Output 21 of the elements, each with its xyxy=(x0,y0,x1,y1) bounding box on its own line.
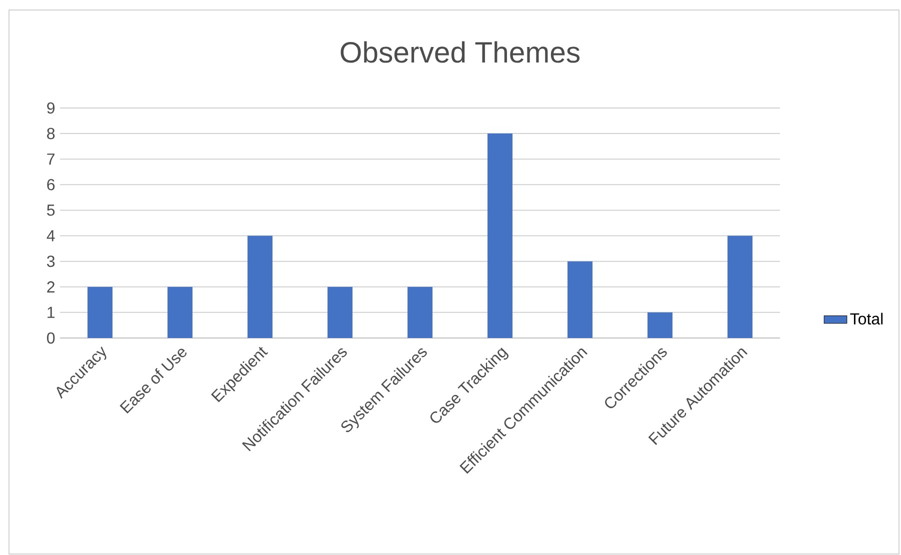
bar xyxy=(727,236,752,338)
y-tick-label: 3 xyxy=(47,256,55,267)
chart-title: Observed Themes xyxy=(340,41,580,63)
y-tick-label: 4 xyxy=(46,230,55,242)
bar xyxy=(567,261,592,338)
y-tick-label: 1 xyxy=(48,306,55,318)
y-tick-label: 8 xyxy=(47,128,55,140)
bar xyxy=(168,286,192,338)
bar xyxy=(487,134,512,338)
bar xyxy=(328,286,352,338)
bar xyxy=(88,286,112,338)
y-tick-label: 0 xyxy=(47,332,55,344)
legend-label: Total xyxy=(850,312,883,325)
bar xyxy=(408,286,432,338)
y-tick-label: 7 xyxy=(47,154,54,165)
y-tick-label: 5 xyxy=(47,204,55,216)
y-tick-label: 2 xyxy=(47,281,54,292)
y-tick-label: 9 xyxy=(47,102,55,114)
bar xyxy=(248,236,272,338)
bar xyxy=(647,312,672,338)
y-tick-label: 6 xyxy=(47,178,55,190)
